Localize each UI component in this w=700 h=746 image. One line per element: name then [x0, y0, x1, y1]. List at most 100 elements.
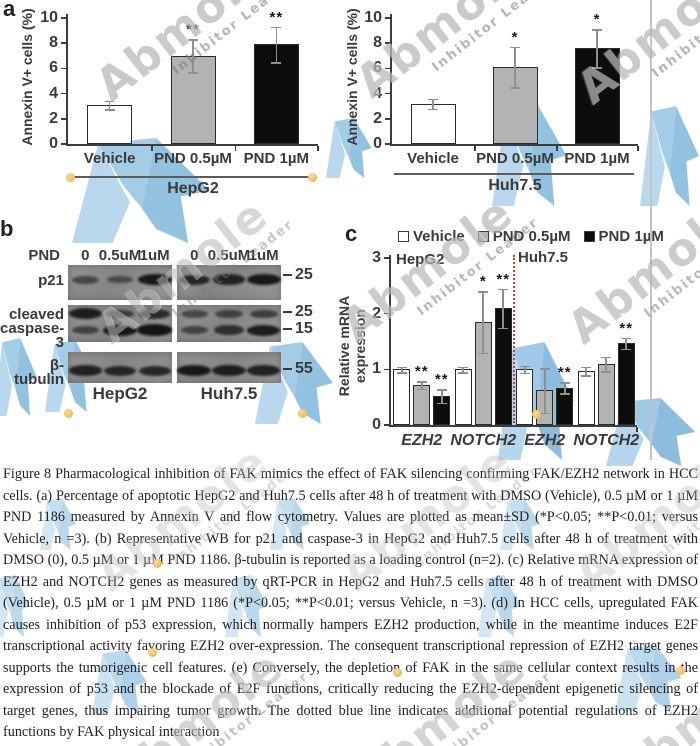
bar — [494, 308, 512, 425]
error-bar — [514, 46, 516, 88]
column-divider-line — [650, 0, 652, 460]
error-bar-cap — [519, 365, 530, 368]
abmole-logo-icon — [326, 118, 374, 178]
error-bar-cap — [519, 372, 530, 375]
bar — [492, 67, 538, 144]
watermark-tagline-text: Inhibitor Leader — [169, 216, 297, 322]
legend-label: PND 1µM — [598, 228, 664, 245]
significance-label: * — [511, 28, 519, 46]
y-tick — [385, 143, 391, 145]
y-tick-label: 6 — [49, 59, 58, 77]
error-bar-cap — [510, 46, 520, 49]
abmole-logo-icon — [606, 398, 700, 466]
error-bar — [462, 366, 465, 373]
molecular-weight-marker: 25 — [295, 302, 313, 320]
panel-c-label: c — [345, 221, 358, 246]
y-tick-label: 2 — [372, 304, 381, 322]
protein-band — [246, 274, 281, 286]
error-bar — [543, 368, 546, 413]
cell-line-title: HepG2 — [167, 180, 219, 197]
panel-b-label: b — [0, 216, 14, 241]
y-tick-label: 1 — [372, 360, 381, 378]
y-axis-title: Annexin V+ cells (%) — [344, 8, 360, 146]
error-bar-cap — [498, 327, 509, 330]
error-bar-cap — [592, 29, 602, 31]
blot-row-label: p21 — [38, 271, 64, 289]
watermark-brand-text: Abmole — [85, 187, 279, 355]
protein-band — [178, 274, 211, 285]
y-tick — [61, 67, 67, 70]
y-tick — [384, 257, 390, 259]
blot-panel — [68, 265, 172, 300]
error-bar-cap — [581, 366, 592, 369]
gene-label: NOTCH2 — [450, 432, 517, 449]
error-bar — [563, 382, 566, 394]
molecular-weight-marker: 25 — [295, 265, 313, 283]
blot-row-label: cleaved caspase-3 — [0, 305, 65, 351]
blot-panel — [177, 265, 281, 300]
panel-a-label: a — [3, 0, 16, 21]
error-bar-cap — [478, 291, 489, 293]
watermark-tagline-text: Inhibitor Leader — [169, 0, 297, 79]
blot-cell-line-label: HepG2 — [92, 384, 148, 403]
error-bar — [192, 39, 194, 73]
y-tick-label: 0 — [373, 135, 382, 152]
error-bar-cap — [436, 402, 447, 405]
protein-band — [246, 324, 281, 336]
error-bar-cap — [188, 39, 198, 41]
error-bar-cap — [104, 109, 115, 111]
error-bar-cap — [621, 348, 632, 351]
watermark-brand-text: Abmole — [330, 185, 524, 353]
x-tick — [317, 146, 319, 151]
error-bar-cap — [396, 372, 407, 374]
y-tick — [385, 118, 391, 120]
abmole-logo-icon — [640, 106, 700, 206]
protein-band — [212, 274, 246, 285]
y-tick — [61, 143, 67, 145]
error-bar-cap — [458, 372, 469, 374]
blot-panel — [177, 305, 281, 342]
bar — [170, 55, 216, 144]
bar — [454, 369, 472, 425]
abmole-logo-icon — [255, 342, 337, 424]
y-tick-label: 10 — [40, 9, 58, 26]
bar — [433, 396, 451, 425]
error-bar — [432, 98, 434, 109]
y-tick — [384, 368, 390, 371]
lane-header-label: 0 — [190, 247, 199, 264]
protein-band — [68, 365, 102, 376]
cell-line-underline — [70, 176, 314, 178]
blot-panel — [177, 352, 281, 383]
bar — [574, 48, 620, 144]
error-bar-cap — [428, 108, 438, 111]
error-bar — [275, 26, 278, 63]
error-bar — [400, 366, 403, 373]
error-bar-cap — [559, 393, 570, 395]
bar — [556, 387, 574, 425]
gene-label: NOTCH2 — [573, 432, 640, 449]
protein-band — [71, 275, 99, 284]
protein-band — [102, 324, 138, 336]
protein-band — [139, 308, 171, 319]
watermark-brand-text: Abmole — [557, 187, 700, 355]
error-bar-cap — [428, 98, 438, 101]
y-tick-label: 6 — [373, 59, 382, 77]
y-tick-label: 8 — [49, 34, 58, 52]
y-tick — [61, 92, 67, 95]
blot-cell-line-label: Huh7.5 — [200, 384, 258, 403]
protein-band — [215, 309, 243, 318]
y-axis — [390, 14, 392, 146]
marker-dash — [283, 310, 292, 313]
error-bar — [502, 288, 505, 328]
protein-band — [68, 308, 103, 320]
error-bar-cap — [559, 382, 570, 384]
y-tick — [384, 312, 390, 315]
y-tick-label: 4 — [373, 84, 382, 102]
x-tick — [556, 146, 558, 151]
significance-label: ** — [557, 364, 572, 382]
bar — [393, 369, 411, 425]
protein-band — [107, 275, 133, 284]
watermark-brand-text: Abmole — [345, 0, 539, 109]
